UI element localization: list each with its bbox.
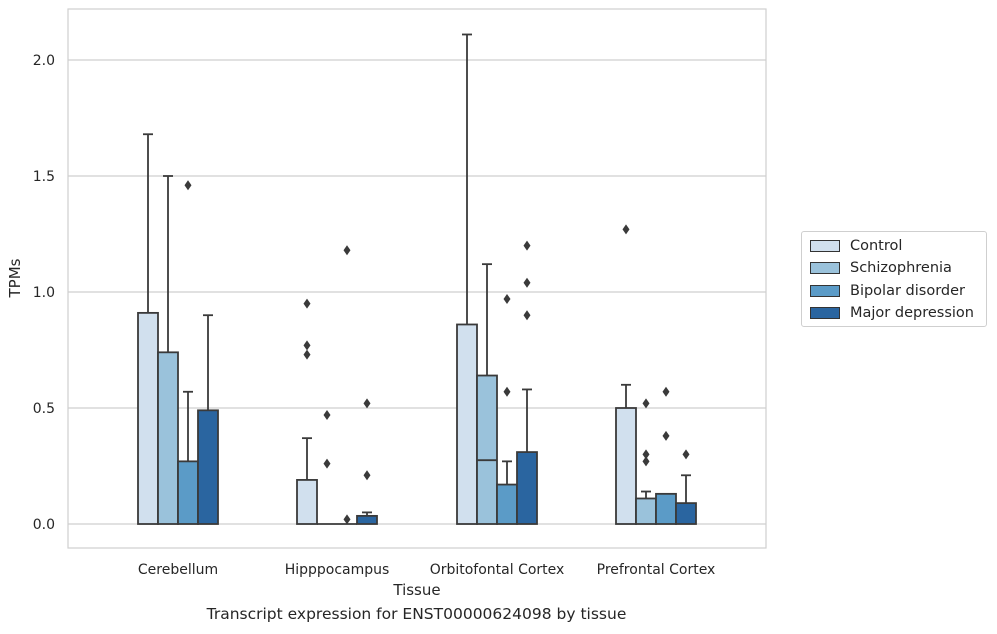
x-axis: Cerebellum Hipppocampus Orbitofontal Corte… xyxy=(138,562,715,578)
outlier-point xyxy=(503,293,511,304)
y-tick-label: 2.0 xyxy=(33,53,55,69)
box xyxy=(675,502,697,525)
y-tick-label: 1.5 xyxy=(33,169,55,185)
box xyxy=(516,451,538,525)
x-tick-label: Cerebellum xyxy=(138,562,218,578)
y-tick-label: 0.5 xyxy=(33,401,55,417)
box xyxy=(655,492,677,525)
box xyxy=(476,374,498,525)
legend-item-control: Control xyxy=(810,237,902,255)
outlier-point xyxy=(523,277,531,288)
outlier-point xyxy=(363,398,371,409)
box xyxy=(296,479,318,525)
box xyxy=(157,351,179,525)
outlier-point xyxy=(523,240,531,251)
legend-swatch-major-depression xyxy=(810,307,840,319)
outlier-point xyxy=(682,449,690,460)
legend-swatch-schizophrenia xyxy=(810,262,840,274)
legend-item-bipolar-disorder: Bipolar disorder xyxy=(810,282,965,300)
x-axis-label: Tissue xyxy=(392,581,440,599)
box xyxy=(197,409,219,525)
legend-swatch-bipolar-disorder xyxy=(810,285,840,297)
legend-label-control: Control xyxy=(850,238,903,254)
legend-item-schizophrenia: Schizophrenia xyxy=(810,259,952,277)
box xyxy=(356,514,378,525)
legend-swatch-control xyxy=(810,240,840,252)
outlier-point xyxy=(303,349,311,360)
outlier-point xyxy=(523,310,531,321)
y-axis-label: TPMs xyxy=(6,258,24,298)
box xyxy=(456,323,478,525)
outlier-point xyxy=(642,456,650,467)
outlier-point xyxy=(662,430,670,441)
box xyxy=(635,497,657,525)
outlier-point xyxy=(343,514,351,525)
outlier-point xyxy=(303,298,311,309)
chart-caption: Transcript expression for ENST0000062409… xyxy=(206,605,627,623)
legend-label-major-depression: Major depression xyxy=(850,305,974,321)
outlier-point xyxy=(323,458,331,469)
y-axis: 0.0 0.5 1.0 1.5 2.0 xyxy=(33,53,55,533)
outlier-point xyxy=(503,386,511,397)
x-tick-label: Prefrontal Cortex xyxy=(597,562,716,578)
outlier-point xyxy=(363,470,371,481)
chart-marks xyxy=(137,33,697,525)
box xyxy=(615,407,637,525)
box xyxy=(137,311,159,525)
outlier-point xyxy=(303,340,311,351)
legend-item-major-depression: Major depression xyxy=(810,304,974,322)
outlier-point xyxy=(343,245,351,256)
outlier-point xyxy=(184,180,192,191)
outlier-point xyxy=(642,398,650,409)
legend: Control Schizophrenia Bipolar disorder M… xyxy=(801,231,987,327)
outlier-point xyxy=(662,386,670,397)
x-tick-label: Orbitofontal Cortex xyxy=(430,562,565,578)
outlier-point xyxy=(323,409,331,420)
box xyxy=(496,483,518,525)
box xyxy=(177,460,199,525)
x-tick-label: Hipppocampus xyxy=(285,562,390,578)
legend-label-bipolar-disorder: Bipolar disorder xyxy=(850,283,965,299)
y-tick-label: 1.0 xyxy=(33,285,55,301)
y-tick-label: 0.0 xyxy=(33,517,55,533)
outlier-point xyxy=(622,224,630,235)
legend-label-schizophrenia: Schizophrenia xyxy=(850,260,952,276)
plot-frame xyxy=(67,8,767,549)
outlier-point xyxy=(642,449,650,460)
